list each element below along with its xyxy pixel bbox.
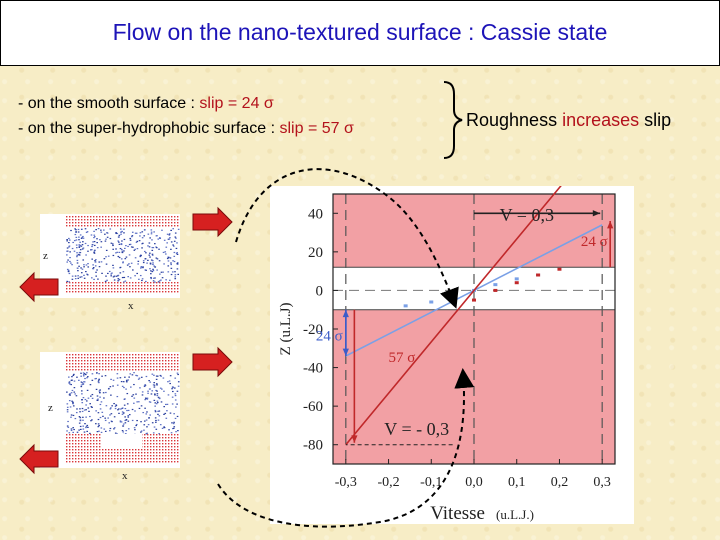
series-point-smooth-0	[403, 304, 408, 308]
chart-panel: 40 20 0 -20 -40 -60 -80 -0,3 -0,2 -0,1 0,0 0,1 0,2 0,…	[270, 135, 634, 524]
shear-arrow-right-2-icon	[192, 346, 233, 378]
smooth-surface-line: - on the smooth surface : slip = 24 σ	[18, 95, 274, 113]
annotation-4: 57 σ	[389, 350, 416, 366]
x-tick-label-2: -0,1	[420, 475, 442, 490]
sim2-z-axis-label: z	[48, 402, 53, 414]
x-tick-label-1: -0,2	[377, 475, 399, 490]
shear-arrow-left-1-icon	[19, 271, 59, 303]
superhydrophobic-line: - on the super-hydrophobic surface : sli…	[18, 120, 354, 138]
x-tick-label-0: -0,3	[335, 475, 357, 490]
simulation-snapshot-textured: z x	[40, 352, 180, 482]
series-point-smooth-4	[493, 283, 498, 287]
series-point-textured-4	[557, 267, 562, 271]
slide-title: Flow on the nano-textured surface : Cass…	[112, 19, 608, 45]
roughness-highlight: increases	[562, 110, 640, 130]
series-point-textured-3	[536, 273, 541, 277]
velocity-profile-chart: 40 20 0 -20 -40 -60 -80 -0,3 -0,2 -0,1 0,0 0,1 0,2 0,…	[278, 135, 616, 524]
x-axis-label: Vitesse	[430, 503, 485, 524]
annotation-0: V = 0,3	[500, 205, 554, 225]
x-tick-label-3: 0,0	[465, 475, 483, 490]
series-point-textured-0	[472, 298, 476, 302]
slip-length-textured-arrow-head	[351, 435, 358, 443]
wall-velocity-top-arrow-head	[592, 210, 601, 217]
y-tick-label-2: 0	[316, 283, 324, 299]
y-axis-label: Z (u.L.J)	[278, 303, 294, 356]
y-tick-label-6: -80	[303, 438, 323, 454]
sim2-x-axis-label: x	[122, 470, 128, 482]
smooth-slip-value: slip = 24 σ	[199, 95, 274, 112]
sim1-z-axis-label: z	[43, 250, 48, 262]
y-tick-label-0: 40	[308, 206, 323, 222]
roughness-prefix: Roughness	[466, 110, 563, 130]
roughness-suffix: slip	[639, 110, 672, 130]
series-point-smooth-5	[514, 277, 519, 281]
shear-arrow-left-2-icon	[19, 443, 59, 475]
right-brace-icon	[443, 81, 463, 159]
molecular-snapshot-smooth	[66, 216, 180, 293]
shear-arrow-right-1-icon	[192, 206, 233, 238]
x-tick-label-5: 0,2	[551, 475, 569, 490]
sim1-x-axis-label: x	[128, 300, 134, 312]
x-axis-unit: (u.L.J.)	[496, 507, 534, 522]
series-point-smooth-1	[429, 300, 434, 304]
molecular-snapshot-textured	[66, 354, 180, 463]
superhydrophobic-slip-value: slip = 57 σ	[279, 120, 354, 137]
annotation-3: 24 σ	[316, 329, 343, 345]
x-tick-label-4: 0,1	[508, 475, 526, 490]
roughness-statement: Roughness increases slip	[466, 110, 671, 131]
series-point-textured-1	[493, 288, 498, 292]
dashed-arrow-upper-icon	[235, 168, 459, 309]
series-line-textured	[345, 135, 603, 446]
slip-length-smooth-arrow-up-head	[342, 309, 349, 318]
slip-length-top-arrow-head	[607, 221, 614, 229]
x-tick-label-6: 0,3	[593, 475, 611, 490]
dashed-arrow-lower-icon	[217, 368, 475, 528]
series-point-textured-2	[514, 281, 519, 285]
y-tick-label-5: -60	[303, 399, 323, 415]
annotation-1: V = - 0,3	[384, 419, 449, 439]
annotation-2: 24 σ	[581, 234, 608, 250]
y-tick-label-3: -20	[303, 322, 323, 338]
superhydrophobic-label: - on the super-hydrophobic surface :	[18, 120, 280, 137]
smooth-surface-label: - on the smooth surface :	[18, 95, 200, 112]
y-tick-label-4: -40	[303, 361, 323, 377]
simulation-snapshot-smooth: z x	[40, 214, 180, 312]
y-tick-label-1: 20	[308, 245, 323, 261]
title-box: Flow on the nano-textured surface : Cass…	[0, 0, 720, 66]
